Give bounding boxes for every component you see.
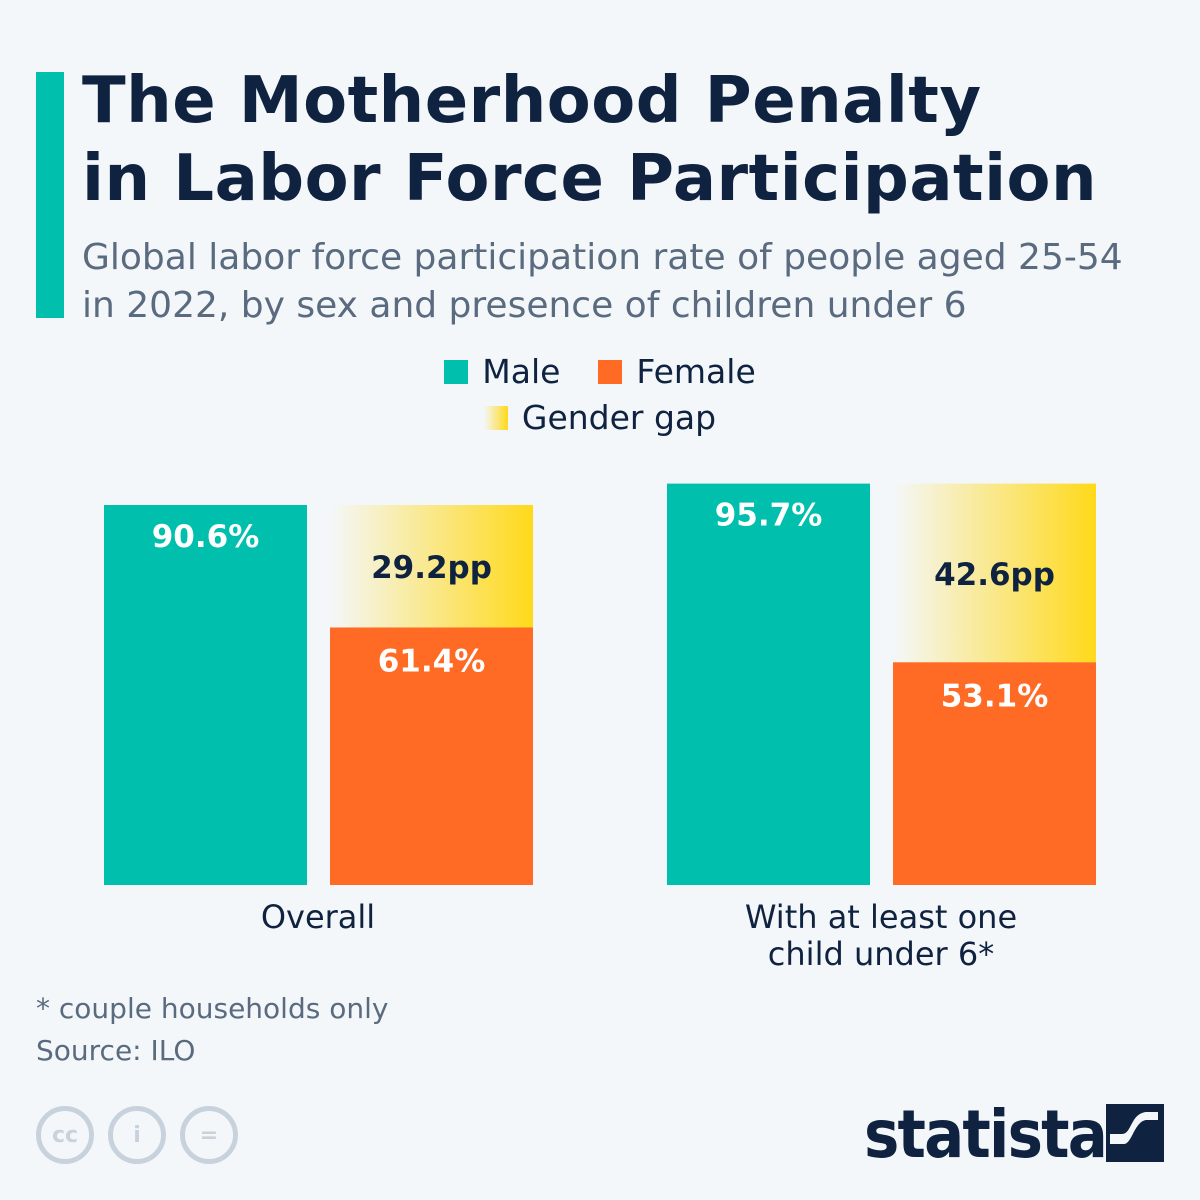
category-label: With at least one [745,898,1017,936]
title-accent-bar [36,72,64,318]
data-label-male: 90.6% [152,519,260,555]
category-label: child under 6* [768,935,994,973]
statista-logo[interactable]: statista [864,1096,1108,1173]
bar-female [893,662,1096,885]
data-label-gap: 29.2pp [371,550,492,586]
cc-icon[interactable]: cc [36,1106,94,1164]
legend-swatch-gap [483,405,508,430]
bar-gender-gap [330,505,533,628]
legend-swatch-female [598,359,623,384]
data-label-gap: 42.6pp [934,557,1055,593]
bar-gender-gap [893,483,1096,663]
no-derivatives-icon[interactable]: = [180,1106,238,1164]
chart-subtitle: Global labor force participation rate of… [82,234,1182,330]
category-label: Overall [261,898,375,936]
subtitle-line-1: Global labor force participation rate of… [82,237,1123,278]
source: Source: ILO [36,1034,196,1067]
title-line-1: The Motherhood Penalty [82,64,982,138]
bar-female [330,627,533,885]
statista-logo-mark-icon [1106,1104,1164,1162]
legend-label: Female [636,352,756,391]
title-line-2: in Labor Force Participation [82,142,1098,216]
legend-row-2: Gender gap [0,398,1200,437]
attribution-icon[interactable]: i [108,1106,166,1164]
legend-label: Male [482,352,561,391]
legend-item-female: Female [598,352,756,391]
data-label-female: 61.4% [378,643,486,679]
legend-swatch-male [444,359,469,384]
legend-item-male: Male [444,352,560,391]
data-label-male: 95.7% [715,498,823,534]
bar-male [667,483,870,885]
subtitle-line-2: in 2022, by sex and presence of children… [82,285,967,326]
bar-male [104,505,307,885]
data-label-female: 53.1% [941,678,1049,714]
legend: Male Female [0,352,1200,391]
legend-item-gap: Gender gap [483,398,717,437]
bar-chart: 90.6% 61.4% 29.2pp Overall 95.7% 53.1% 42.6pp W… [104,483,1096,973]
chart-title: The Motherhood Penalty in Labor Force Pa… [82,62,1097,218]
footnote: * couple households only [36,992,389,1025]
legend-label: Gender gap [521,398,717,437]
